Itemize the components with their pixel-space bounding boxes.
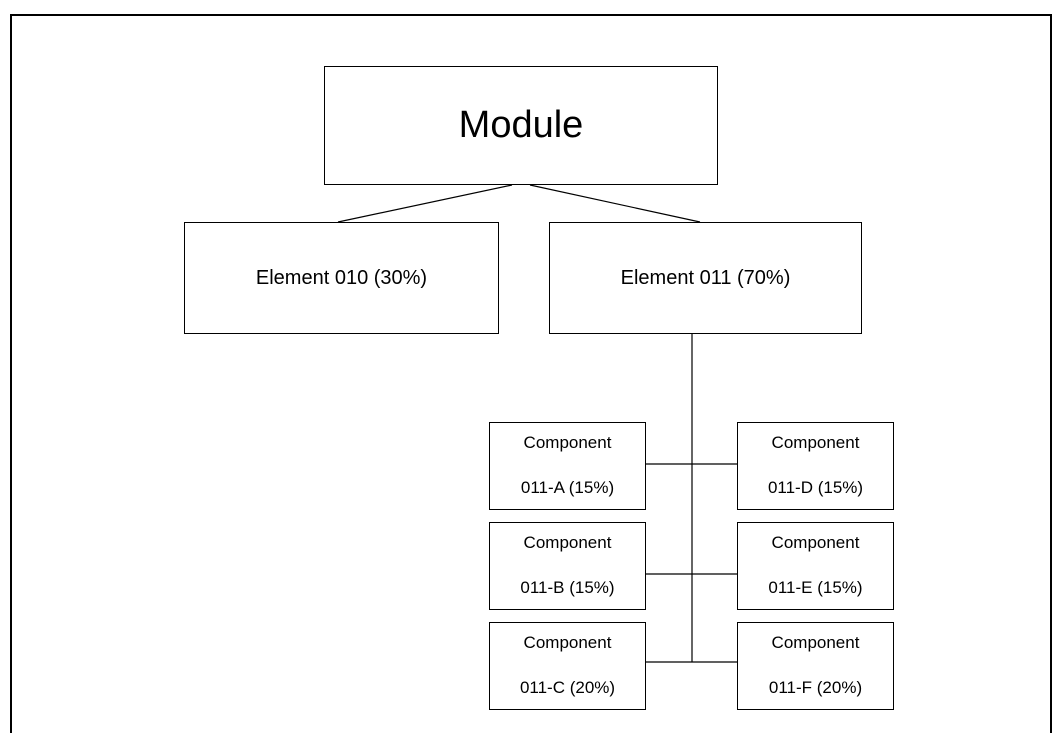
component-011-a-label: 011-A (15%) [520, 478, 615, 497]
component-011-d-title: Component [771, 433, 860, 452]
component-011-b-title: Component [523, 533, 612, 552]
component-011-d-node: Component 011-D (15%) [737, 422, 894, 510]
component-011-b-label: 011-B (15%) [520, 578, 615, 597]
component-011-d-label: 011-D (15%) [767, 478, 864, 497]
component-011-f-label: 011-F (20%) [768, 678, 863, 697]
component-011-c-node: Component 011-C (20%) [489, 622, 646, 710]
element-010-label: Element 010 (30%) [255, 266, 428, 289]
component-011-c-label: 011-C (20%) [519, 678, 616, 697]
component-011-e-label: 011-E (15%) [768, 578, 863, 597]
connector-root-element-010 [337, 184, 513, 223]
element-011-node: Element 011 (70%) [549, 222, 862, 334]
diagram-frame [10, 14, 1052, 733]
module-node: Module [324, 66, 718, 185]
component-011-b-node: Component 011-B (15%) [489, 522, 646, 610]
component-011-e-node: Component 011-E (15%) [737, 522, 894, 610]
component-011-a-node: Component 011-A (15%) [489, 422, 646, 510]
component-011-e-title: Component [771, 533, 860, 552]
element-011-label: Element 011 (70%) [620, 266, 791, 289]
component-011-c-title: Component [523, 633, 612, 652]
connector-root-element-011 [529, 184, 701, 223]
component-011-f-node: Component 011-F (20%) [737, 622, 894, 710]
module-label: Module [458, 104, 584, 146]
component-011-a-title: Component [523, 433, 612, 452]
component-011-f-title: Component [771, 633, 860, 652]
element-010-node: Element 010 (30%) [184, 222, 499, 334]
